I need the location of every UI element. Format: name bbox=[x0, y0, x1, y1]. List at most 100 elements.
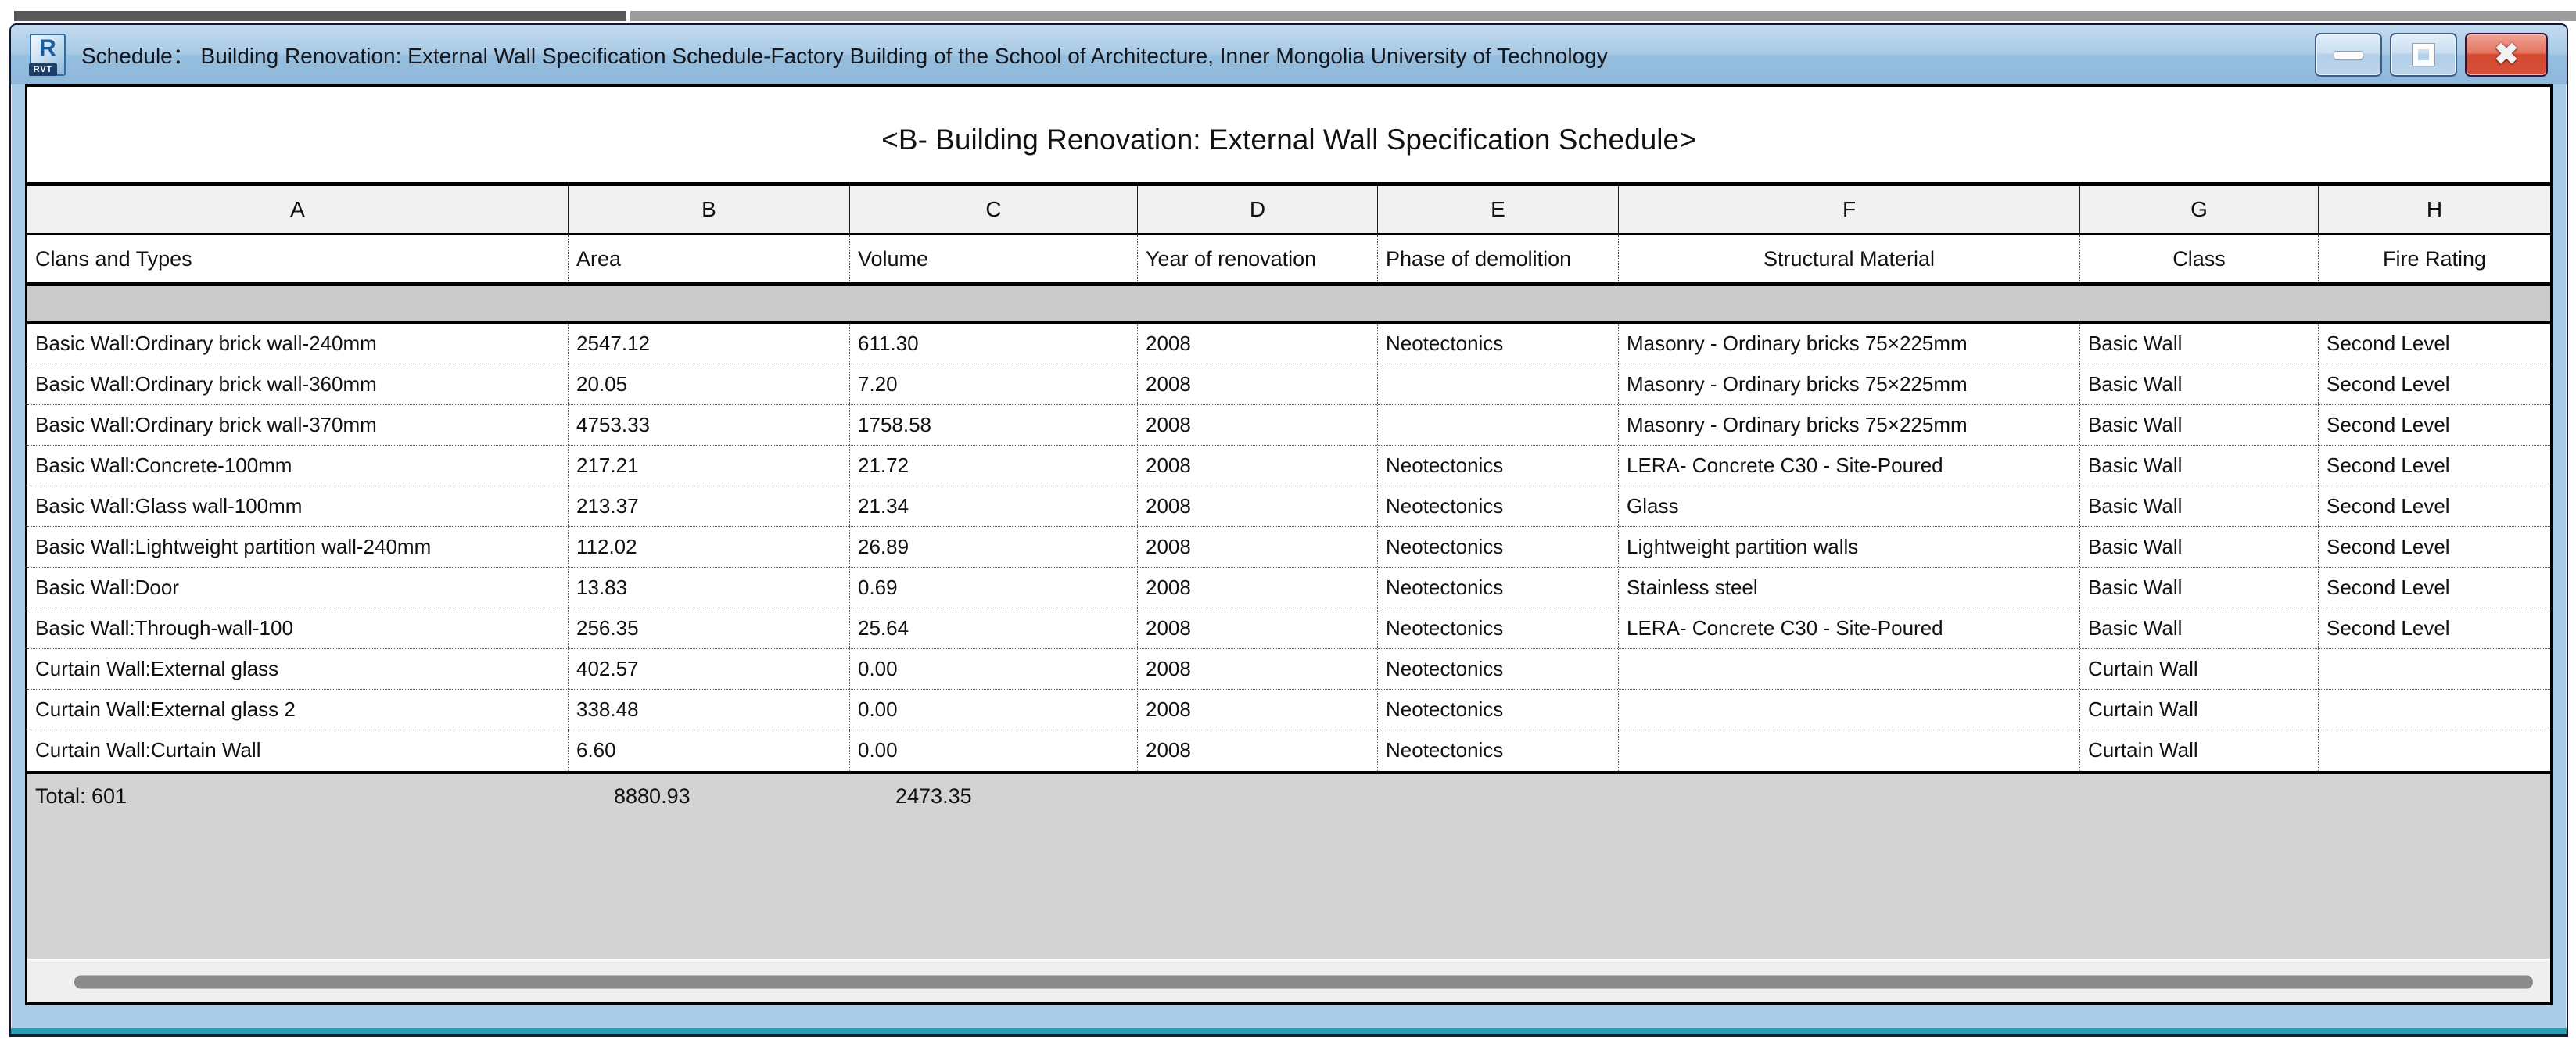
column-header-cell[interactable]: Year of renovation bbox=[1138, 235, 1378, 282]
table-cell[interactable]: Basic Wall:Through-wall-100 bbox=[27, 608, 569, 648]
column-letter-cell[interactable]: E bbox=[1378, 186, 1619, 233]
table-cell[interactable]: 338.48 bbox=[569, 690, 850, 730]
title-bar[interactable]: R RVT Schedule： Building Renovation: Ext… bbox=[11, 25, 2567, 84]
table-cell[interactable]: Neotectonics bbox=[1378, 446, 1619, 486]
table-cell[interactable]: Second Level bbox=[2327, 616, 2450, 640]
table-cell[interactable]: Second Level bbox=[2327, 413, 2450, 436]
table-cell[interactable]: 2008 bbox=[1138, 568, 1378, 608]
column-header-cell[interactable]: Clans and Types bbox=[27, 235, 569, 282]
table-cell[interactable]: 611.30 bbox=[850, 324, 1138, 364]
table-cell[interactable]: 217.21 bbox=[569, 446, 850, 486]
table-cell[interactable] bbox=[2319, 649, 2550, 689]
table-cell[interactable]: 112.02 bbox=[569, 527, 850, 567]
column-header-cell[interactable]: Phase of demolition bbox=[1378, 235, 1619, 282]
column-header-cell[interactable]: Structural Material bbox=[1619, 235, 2080, 282]
table-cell[interactable]: 2008 bbox=[1138, 486, 1378, 526]
table-cell[interactable]: Masonry - Ordinary bricks 75×225mm bbox=[1619, 405, 2080, 445]
horizontal-scrollbar-thumb[interactable] bbox=[74, 975, 2533, 988]
table-cell[interactable]: Neotectonics bbox=[1378, 527, 1619, 567]
table-cell[interactable]: Basic Wall bbox=[2080, 568, 2319, 608]
table-cell[interactable]: Glass bbox=[1619, 486, 2080, 526]
column-header-cell[interactable]: Volume bbox=[850, 235, 1138, 282]
table-cell[interactable]: 6.60 bbox=[569, 730, 850, 771]
table-cell[interactable]: Curtain Wall bbox=[2080, 649, 2319, 689]
table-cell[interactable]: Stainless steel bbox=[1619, 568, 2080, 608]
table-cell[interactable]: 13.83 bbox=[569, 568, 850, 608]
horizontal-scrollbar[interactable] bbox=[27, 959, 2550, 1002]
table-cell[interactable]: 2008 bbox=[1138, 608, 1378, 648]
table-cell[interactable]: 0.00 bbox=[850, 649, 1138, 689]
table-cell[interactable]: 0.00 bbox=[850, 730, 1138, 771]
minimize-button[interactable] bbox=[2315, 33, 2382, 77]
table-cell[interactable]: Second Level bbox=[2327, 454, 2450, 477]
table-cell[interactable]: Second Level bbox=[2327, 576, 2450, 599]
table-cell[interactable]: Basic Wall:Door bbox=[27, 568, 569, 608]
column-letter-cell[interactable]: F bbox=[1619, 186, 2080, 233]
table-cell[interactable]: 4753.33 bbox=[569, 405, 850, 445]
table-cell[interactable]: Second Level bbox=[2327, 494, 2450, 518]
table-cell[interactable]: Basic Wall bbox=[2080, 527, 2319, 567]
table-cell[interactable]: 20.05 bbox=[569, 364, 850, 404]
table-cell[interactable]: Second Level bbox=[2327, 372, 2450, 396]
column-letter-cell[interactable]: B bbox=[569, 186, 850, 233]
table-cell[interactable] bbox=[1619, 730, 2080, 771]
table-cell[interactable]: 2008 bbox=[1138, 649, 1378, 689]
table-cell[interactable]: 25.64 bbox=[850, 608, 1138, 648]
close-button[interactable]: ✖ bbox=[2465, 33, 2548, 77]
table-cell[interactable]: Basic Wall:Concrete-100mm bbox=[27, 446, 569, 486]
table-cell[interactable]: 1758.58 bbox=[850, 405, 1138, 445]
table-cell[interactable]: LERA- Concrete C30 - Site-Poured bbox=[1619, 446, 2080, 486]
table-cell[interactable]: 2008 bbox=[1138, 405, 1378, 445]
table-cell[interactable]: 402.57 bbox=[569, 649, 850, 689]
table-cell[interactable]: Curtain Wall:External glass 2 bbox=[27, 690, 569, 730]
table-cell[interactable]: LERA- Concrete C30 - Site-Poured bbox=[1619, 608, 2080, 648]
table-cell[interactable]: Basic Wall bbox=[2080, 405, 2319, 445]
table-cell[interactable]: Basic Wall:Ordinary brick wall-240mm bbox=[27, 324, 569, 364]
column-header-cell[interactable]: Area bbox=[569, 235, 850, 282]
table-cell[interactable]: 2008 bbox=[1138, 446, 1378, 486]
table-cell[interactable]: Second Level bbox=[2327, 332, 2450, 355]
table-cell[interactable] bbox=[1619, 649, 2080, 689]
table-cell[interactable]: 2008 bbox=[1138, 324, 1378, 364]
table-cell[interactable]: 21.34 bbox=[850, 486, 1138, 526]
table-cell[interactable] bbox=[2319, 730, 2550, 771]
table-cell[interactable]: Basic Wall bbox=[2080, 608, 2319, 648]
table-cell[interactable]: Neotectonics bbox=[1378, 324, 1619, 364]
table-cell[interactable]: 256.35 bbox=[569, 608, 850, 648]
table-cell[interactable]: 2008 bbox=[1138, 527, 1378, 567]
table-cell[interactable] bbox=[2319, 690, 2550, 730]
column-letter-cell[interactable]: D bbox=[1138, 186, 1378, 233]
column-letter-cell[interactable]: H bbox=[2426, 197, 2443, 221]
table-cell[interactable]: Basic Wall bbox=[2080, 446, 2319, 486]
table-cell[interactable]: Curtain Wall:Curtain Wall bbox=[27, 730, 569, 771]
table-cell[interactable]: 2008 bbox=[1138, 690, 1378, 730]
column-letter-cell[interactable]: A bbox=[27, 186, 569, 233]
table-cell[interactable]: Basic Wall:Ordinary brick wall-360mm bbox=[27, 364, 569, 404]
column-letter-cell[interactable]: C bbox=[850, 186, 1138, 233]
table-cell[interactable]: Basic Wall bbox=[2080, 486, 2319, 526]
table-cell[interactable]: 7.20 bbox=[850, 364, 1138, 404]
table-cell[interactable]: 21.72 bbox=[850, 446, 1138, 486]
table-cell[interactable] bbox=[1378, 405, 1619, 445]
table-cell[interactable]: Basic Wall:Ordinary brick wall-370mm bbox=[27, 405, 569, 445]
table-cell[interactable]: Curtain Wall bbox=[2080, 690, 2319, 730]
table-cell[interactable]: 2008 bbox=[1138, 364, 1378, 404]
column-header-cell[interactable]: Fire Rating bbox=[2382, 247, 2487, 271]
table-cell[interactable]: Curtain Wall:External glass bbox=[27, 649, 569, 689]
table-cell[interactable]: Neotectonics bbox=[1378, 649, 1619, 689]
table-cell[interactable]: 0.69 bbox=[850, 568, 1138, 608]
table-cell[interactable]: 2547.12 bbox=[569, 324, 850, 364]
table-cell[interactable]: Lightweight partition walls bbox=[1619, 527, 2080, 567]
column-header-cell[interactable]: Class bbox=[2080, 235, 2319, 282]
table-cell[interactable]: 213.37 bbox=[569, 486, 850, 526]
table-cell[interactable]: 26.89 bbox=[850, 527, 1138, 567]
table-cell[interactable] bbox=[1619, 690, 2080, 730]
table-cell[interactable]: Second Level bbox=[2327, 535, 2450, 558]
table-cell[interactable]: Basic Wall:Lightweight partition wall-24… bbox=[27, 527, 569, 567]
table-cell[interactable]: Neotectonics bbox=[1378, 730, 1619, 771]
column-letter-cell[interactable]: G bbox=[2080, 186, 2319, 233]
table-cell[interactable]: Neotectonics bbox=[1378, 690, 1619, 730]
maximize-button[interactable] bbox=[2390, 33, 2457, 77]
table-cell[interactable]: 2008 bbox=[1138, 730, 1378, 771]
table-cell[interactable]: Basic Wall:Glass wall-100mm bbox=[27, 486, 569, 526]
